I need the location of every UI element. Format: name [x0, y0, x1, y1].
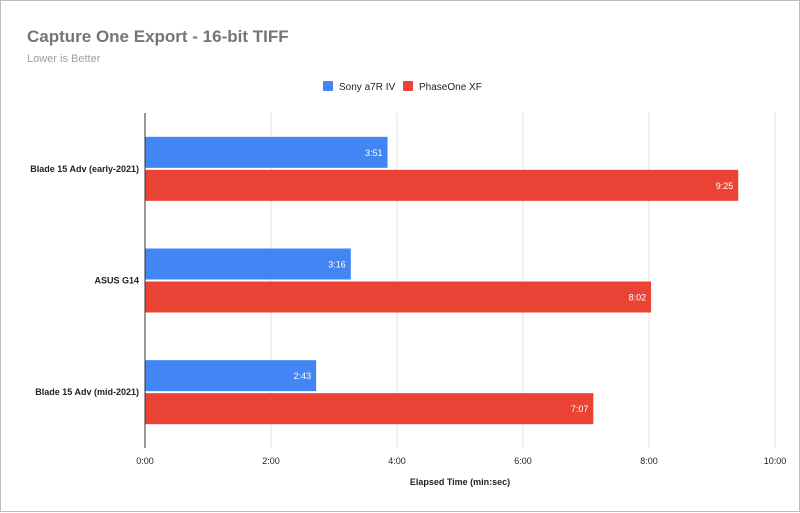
data-label: 2:43	[294, 371, 312, 381]
legend-label-phaseone: PhaseOne XF	[419, 82, 482, 93]
x-axis-title: Elapsed Time (min:sec)	[410, 477, 510, 487]
x-tick-label: 0:00	[136, 456, 154, 466]
x-tick-label: 6:00	[514, 456, 532, 466]
legend-swatch-phaseone	[403, 81, 413, 91]
bar-sony	[145, 248, 351, 280]
data-label: 3:51	[365, 148, 383, 158]
x-tick-label: 10:00	[764, 456, 787, 466]
data-label: 7:07	[571, 404, 589, 414]
data-label: 9:25	[716, 181, 734, 191]
axes: 0:00 2:00 4:00 6:00 8:00 10:00 Blade 15 Adv (e…	[30, 113, 786, 466]
bar-sony	[145, 360, 317, 392]
bar-sony	[145, 136, 388, 168]
category-label: Blade 15 Adv (mid-2021)	[35, 387, 139, 397]
data-label: 3:16	[328, 260, 346, 270]
bars: 3:51 9:25 3:16 8:02 2:43 7:07	[145, 136, 739, 425]
legend-label-sony: Sony a7R IV	[339, 82, 395, 93]
x-tick-label: 4:00	[388, 456, 406, 466]
bar-phaseone	[145, 169, 739, 201]
bar-phaseone	[145, 393, 594, 425]
x-tick-label: 8:00	[640, 456, 658, 466]
legend: Sony a7R IV PhaseOne XF	[323, 81, 482, 93]
legend-swatch-sony	[323, 81, 333, 91]
bar-phaseone	[145, 281, 652, 313]
chart-subtitle: Lower is Better	[27, 53, 101, 65]
category-label: ASUS G14	[94, 276, 139, 286]
data-label: 8:02	[629, 293, 647, 303]
chart-title: Capture One Export - 16-bit TIFF	[27, 27, 289, 46]
category-label: Blade 15 Adv (early-2021)	[30, 164, 139, 174]
x-tick-label: 2:00	[262, 456, 280, 466]
